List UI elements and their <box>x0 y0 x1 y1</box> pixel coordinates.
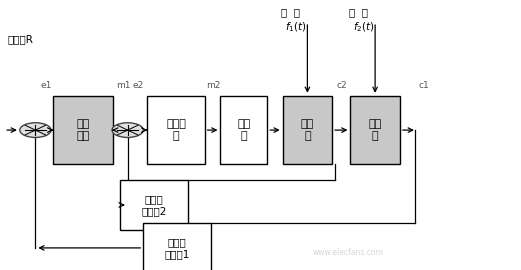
Text: $f_2(t)$: $f_2(t)$ <box>353 21 375 35</box>
Text: 主对
象: 主对 象 <box>368 119 382 141</box>
Text: 执行
器: 执行 器 <box>237 119 251 141</box>
Text: m2: m2 <box>206 81 221 90</box>
Text: m1: m1 <box>116 81 130 90</box>
Bar <box>54 96 114 164</box>
Bar <box>282 96 332 164</box>
Text: www.elecfans.com: www.elecfans.com <box>313 248 383 257</box>
Text: e2: e2 <box>133 81 144 90</box>
Bar <box>147 96 205 164</box>
Bar <box>350 96 400 164</box>
Text: $f_1(t)$: $f_1(t)$ <box>285 21 307 35</box>
Text: 主调
节器: 主调 节器 <box>77 119 90 141</box>
Text: 扰  动: 扰 动 <box>349 7 368 17</box>
Bar <box>120 180 188 230</box>
Text: 测量与
变送器2: 测量与 变送器2 <box>141 194 166 216</box>
Text: c1: c1 <box>418 81 429 90</box>
Text: 测量与
变送器1: 测量与 变送器1 <box>165 237 190 259</box>
Bar <box>143 223 211 270</box>
Text: e1: e1 <box>41 81 52 90</box>
Text: 设定值R: 设定值R <box>8 34 34 44</box>
Text: c2: c2 <box>337 81 347 90</box>
Text: 副调节
器: 副调节 器 <box>166 119 186 141</box>
Circle shape <box>20 123 51 137</box>
Bar <box>220 96 267 164</box>
Circle shape <box>112 123 143 137</box>
Text: 副对
象: 副对 象 <box>301 119 314 141</box>
Text: 扰  动: 扰 动 <box>281 7 300 17</box>
